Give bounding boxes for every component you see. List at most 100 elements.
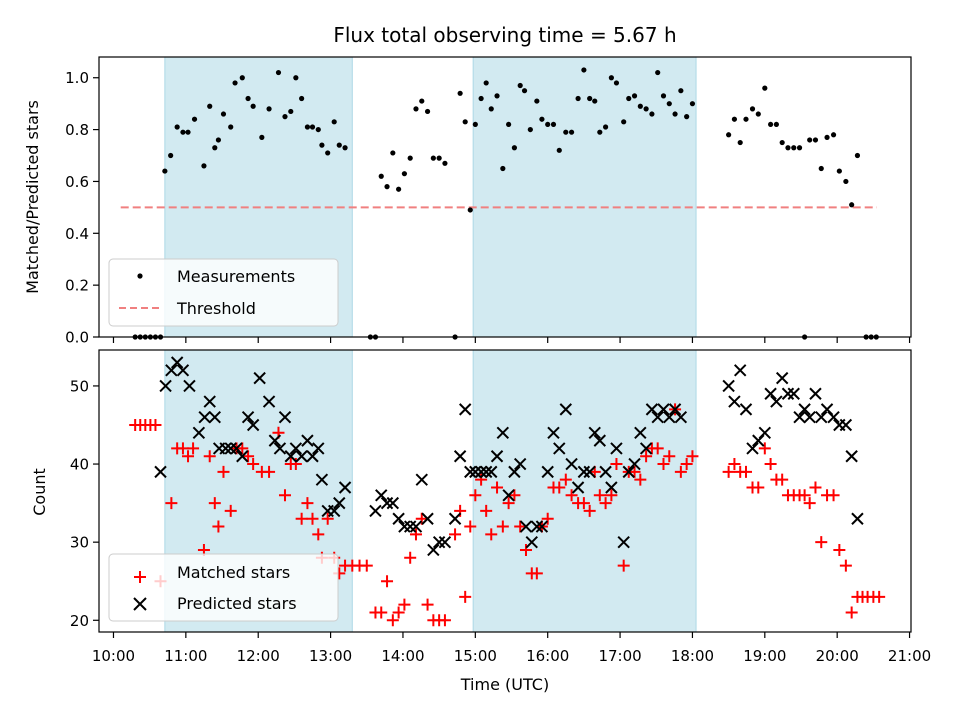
y-tick-label: 40: [70, 456, 89, 474]
measurement-point: [785, 145, 790, 150]
measurement-point: [232, 80, 237, 85]
measurement-point: [175, 124, 180, 129]
measurement-point: [678, 88, 683, 93]
measurement-point: [791, 145, 796, 150]
measurement-point: [494, 93, 499, 98]
measurement-point: [228, 124, 233, 129]
measurement-point: [201, 163, 206, 168]
measurement-point: [551, 122, 556, 127]
measurement-point: [192, 117, 197, 122]
measurement-point: [396, 187, 401, 192]
measurement-point: [518, 83, 523, 88]
measurement-point: [626, 96, 631, 101]
measurement-point: [437, 156, 442, 161]
measurement-point: [468, 207, 473, 212]
measurement-point: [305, 124, 310, 129]
measurement-point: [649, 111, 654, 116]
measurement-point: [522, 88, 527, 93]
measurement-point: [690, 101, 695, 106]
x-tick-label: 19:00: [743, 647, 786, 665]
measurement-point: [557, 148, 562, 153]
x-tick-label: 17:00: [598, 647, 641, 665]
measurement-point: [463, 119, 468, 124]
measurement-point: [484, 80, 489, 85]
x-tick-label: 16:00: [526, 647, 569, 665]
measurement-point: [342, 145, 347, 150]
y-tick-label: 0.0: [65, 329, 89, 347]
measurement-point: [569, 130, 574, 135]
y-tick-label: 0.6: [65, 173, 89, 191]
chart-title: Flux total observing time = 5.67 h: [333, 23, 676, 47]
shaded-span: [473, 57, 696, 337]
y-tick-label: 30: [70, 534, 89, 552]
measurement-point: [293, 75, 298, 80]
measurement-point: [672, 111, 677, 116]
measurement-point: [743, 117, 748, 122]
measurement-point: [632, 93, 637, 98]
measurement-point: [479, 96, 484, 101]
x-tick-label: 10:00: [92, 647, 135, 665]
measurement-point: [824, 135, 829, 140]
top-y-axis-label: Matched/Predicted stars: [23, 100, 42, 294]
y-tick-label: 0.8: [65, 121, 89, 139]
y-tick-label: 0.2: [65, 277, 89, 295]
measurement-point: [512, 145, 517, 150]
measurement-point: [240, 75, 245, 80]
x-tick-label: 12:00: [237, 647, 280, 665]
measurement-point: [500, 166, 505, 171]
measurement-point: [332, 119, 337, 124]
measurement-point: [592, 98, 597, 103]
measurement-point: [581, 67, 586, 72]
x-tick-label: 21:00: [888, 647, 931, 665]
measurement-point: [431, 156, 436, 161]
measurement-point: [726, 132, 731, 137]
x-tick-label: 14:00: [381, 647, 424, 665]
measurement-point: [316, 127, 321, 132]
measurement-point: [325, 150, 330, 155]
measurement-point: [245, 96, 250, 101]
measurement-point: [266, 106, 271, 111]
measurement-point: [299, 96, 304, 101]
measurement-point: [667, 101, 672, 106]
measurement-point: [458, 91, 463, 96]
measurement-point: [413, 106, 418, 111]
measurement-point: [390, 150, 395, 155]
measurement-point: [797, 145, 802, 150]
measurement-point: [162, 168, 167, 173]
measurement-point: [780, 140, 785, 145]
measurement-point: [644, 106, 649, 111]
bottom-y-axis-label: Count: [30, 468, 49, 516]
measurement-point: [489, 106, 494, 111]
measurement-point: [379, 174, 384, 179]
top-legend: Measurements Threshold: [109, 259, 338, 326]
measurement-point: [849, 202, 854, 207]
measurement-point: [807, 137, 812, 142]
measurement-point: [831, 132, 836, 137]
legend-threshold-label: Threshold: [176, 299, 256, 318]
measurement-point: [813, 137, 818, 142]
y-tick-label: 20: [70, 612, 89, 630]
measurement-point: [384, 184, 389, 189]
measurement-point: [442, 161, 447, 166]
legend-matched-label: Matched stars: [177, 563, 290, 582]
measurement-point: [774, 122, 779, 127]
measurement-point: [534, 98, 539, 103]
measurement-point: [655, 70, 660, 75]
measurement-point: [337, 143, 342, 148]
x-tick-label: 18:00: [671, 647, 714, 665]
measurement-point: [563, 130, 568, 135]
x-tick-label: 20:00: [816, 647, 859, 665]
measurement-point: [259, 135, 264, 140]
measurement-point: [837, 168, 842, 173]
measurement-point: [212, 145, 217, 150]
x-tick-label: 11:00: [164, 647, 207, 665]
measurement-point: [545, 122, 550, 127]
legend-predicted-label: Predicted stars: [177, 594, 297, 613]
measurement-point: [768, 122, 773, 127]
measurement-point: [597, 130, 602, 135]
shaded-span: [473, 350, 696, 632]
measurement-point: [609, 75, 614, 80]
measurement-point: [251, 104, 256, 109]
measurement-point: [216, 137, 221, 142]
legend-measurements-label: Measurements: [177, 267, 295, 286]
